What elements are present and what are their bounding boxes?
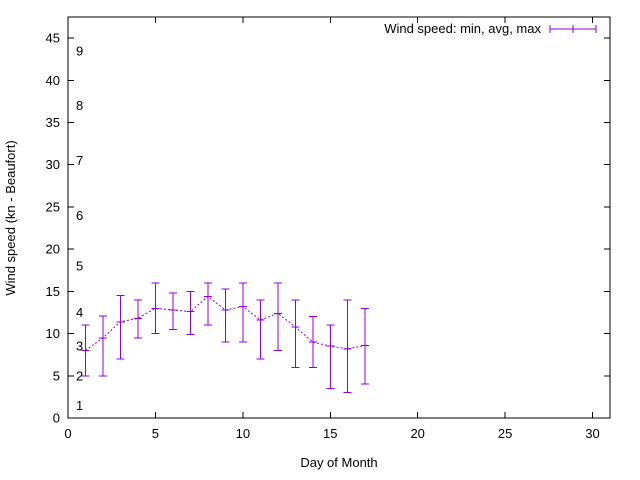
y-tick-label: 25 xyxy=(46,199,60,214)
beaufort-label: 7 xyxy=(76,153,83,168)
y-tick-label: 30 xyxy=(46,157,60,172)
plot-frame xyxy=(67,16,611,419)
x-tick-label: 10 xyxy=(236,426,250,441)
data-series-wind-speed xyxy=(81,282,370,394)
beaufort-label: 3 xyxy=(76,339,83,354)
error-bar xyxy=(361,307,370,385)
error-bar xyxy=(256,299,265,360)
beaufort-label: 4 xyxy=(76,305,83,320)
beaufort-label: 1 xyxy=(76,398,83,413)
y-tick-label: 20 xyxy=(46,242,60,257)
y-tick-label: 40 xyxy=(46,73,60,88)
error-bar xyxy=(343,299,352,394)
error-bar xyxy=(151,282,160,335)
beaufort-scale-labels: 1 2 3 4 5 6 7 8 9 xyxy=(76,43,83,413)
legend-error-bar-sample xyxy=(549,25,597,33)
x-tick-label: 25 xyxy=(498,426,512,441)
error-bar xyxy=(238,282,247,343)
error-bar xyxy=(203,282,212,326)
error-bar xyxy=(168,292,177,330)
y-tick-label: 45 xyxy=(46,31,60,46)
error-bar xyxy=(273,282,282,351)
error-bar xyxy=(133,299,142,339)
error-bar xyxy=(326,324,335,389)
beaufort-label: 8 xyxy=(76,98,83,113)
avg-line xyxy=(85,295,366,351)
beaufort-label: 2 xyxy=(76,368,83,383)
error-bar xyxy=(98,315,107,377)
error-bar xyxy=(81,324,90,377)
x-tick-label: 0 xyxy=(64,426,71,441)
y-tick-label: 0 xyxy=(53,411,60,426)
y-tick-label: 35 xyxy=(46,115,60,130)
y-tick-label: 5 xyxy=(53,368,60,383)
y-tick-label: 15 xyxy=(46,284,60,299)
y-tick-label: 10 xyxy=(46,326,60,341)
beaufort-label: 9 xyxy=(76,43,83,58)
legend: Wind speed: min, avg, max xyxy=(384,21,597,36)
x-tick-label: 15 xyxy=(323,426,337,441)
x-tick-label: 30 xyxy=(585,426,599,441)
error-bar xyxy=(308,316,317,368)
error-bar xyxy=(186,290,195,335)
beaufort-label: 5 xyxy=(76,259,83,274)
x-axis-title: Day of Month xyxy=(300,455,377,470)
y-axis-title: Wind speed (kn - Beaufort) xyxy=(3,140,18,295)
beaufort-label: 6 xyxy=(76,208,83,223)
x-tick-label: 5 xyxy=(152,426,159,441)
error-bar xyxy=(221,288,230,343)
legend-label: Wind speed: min, avg, max xyxy=(384,21,541,36)
error-bar xyxy=(291,299,300,368)
x-tick-label: 20 xyxy=(410,426,424,441)
x-axis-ticks: 0 5 10 15 20 25 30 xyxy=(64,17,600,441)
error-bar xyxy=(116,295,125,360)
